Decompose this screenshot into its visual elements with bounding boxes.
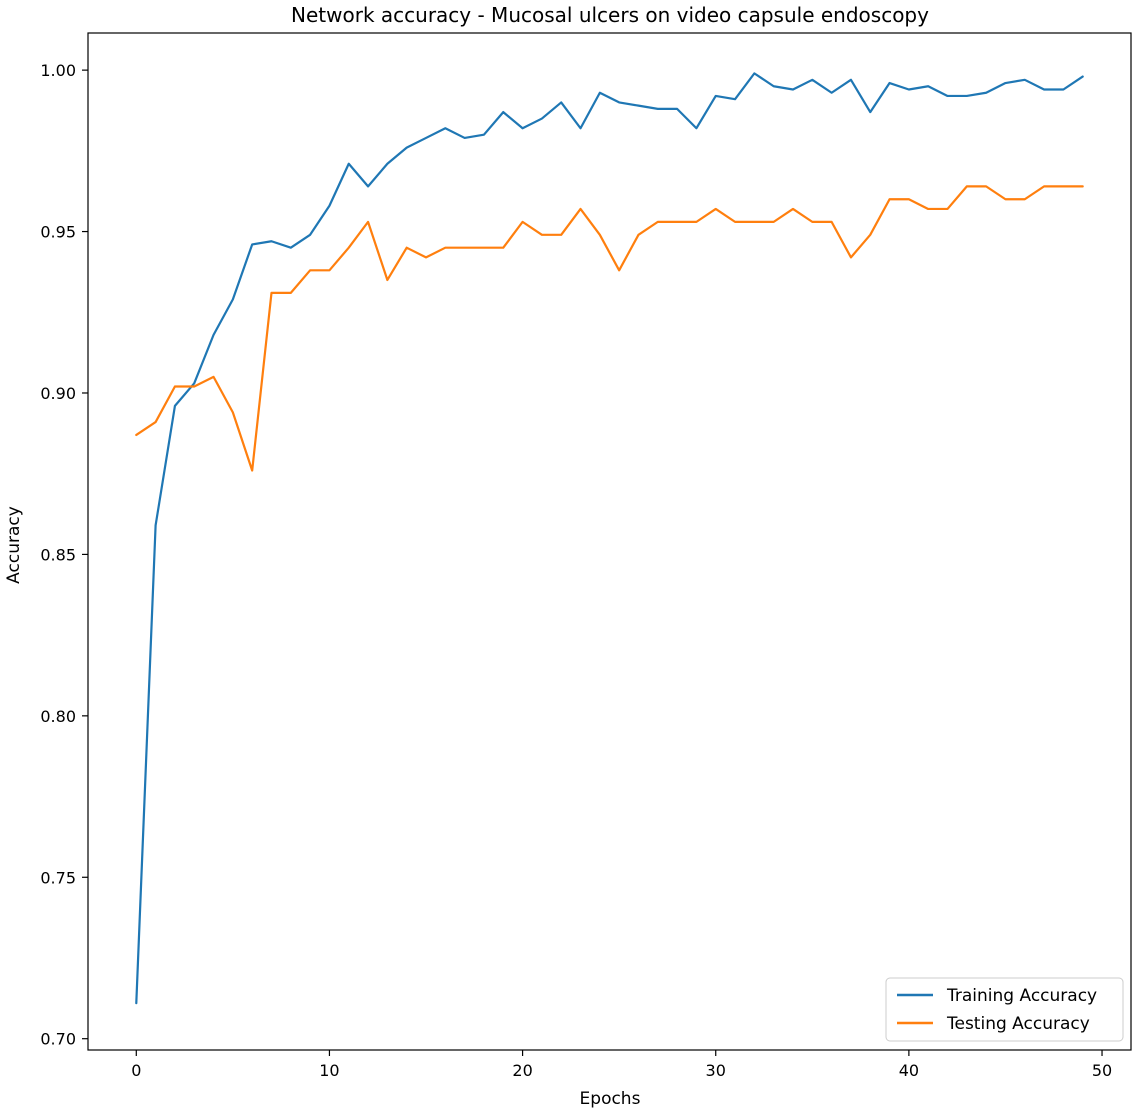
legend-label-testing-accuracy: Testing Accuracy — [946, 1014, 1090, 1034]
x-axis: 0 10 20 30 40 50 — [131, 1050, 1112, 1080]
series-layer — [135, 72, 1084, 1005]
y-tick-label: 0.85 — [40, 545, 76, 564]
x-tick-label: 0 — [131, 1061, 141, 1080]
legend-label-training-accuracy: Training Accuracy — [946, 986, 1097, 1006]
y-tick-label: 0.95 — [40, 223, 76, 242]
y-tick-label: 1.00 — [40, 61, 76, 80]
x-axis-title: Epochs — [580, 1089, 641, 1109]
y-tick-label: 0.80 — [40, 707, 76, 726]
y-axis-title: Accuracy — [4, 506, 24, 584]
x-tick-label: 20 — [512, 1061, 532, 1080]
x-tick-label: 50 — [1092, 1061, 1112, 1080]
x-tick-label: 30 — [706, 1061, 726, 1080]
series-line-training-accuracy — [135, 72, 1084, 1005]
plot-frame — [87, 32, 1132, 1051]
legend: Training Accuracy Testing Accuracy — [885, 977, 1124, 1042]
series-line-testing-accuracy — [135, 185, 1084, 472]
y-tick-label: 0.75 — [40, 868, 76, 887]
x-tick-label: 40 — [899, 1061, 919, 1080]
y-tick-label: 0.70 — [40, 1030, 76, 1049]
x-tick-label: 10 — [319, 1061, 339, 1080]
chart-title: Network accuracy - Mucosal ulcers on vid… — [291, 3, 929, 27]
legend-box — [885, 977, 1124, 1042]
y-axis: 0.70 0.75 0.80 0.85 0.90 0.95 1.00 — [40, 61, 88, 1049]
y-tick-label: 0.90 — [40, 384, 76, 403]
